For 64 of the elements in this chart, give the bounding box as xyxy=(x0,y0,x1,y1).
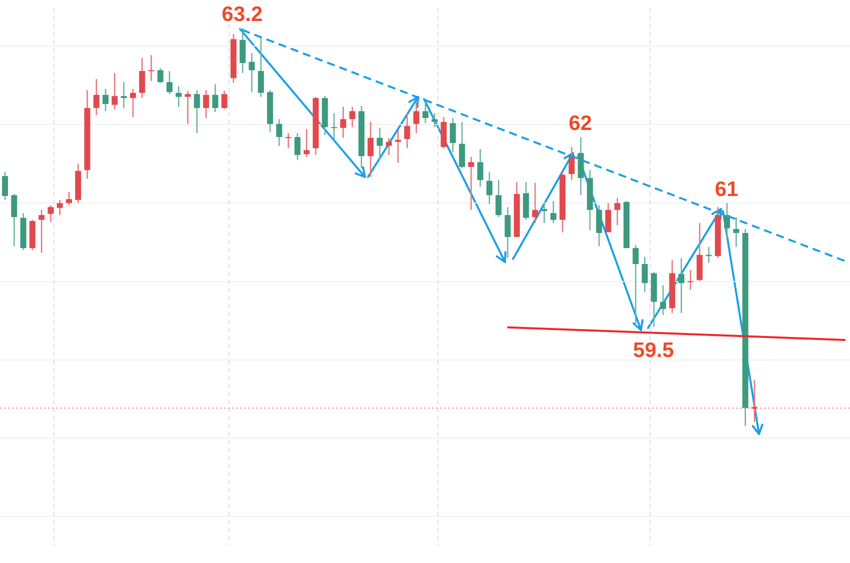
candlestick xyxy=(203,89,210,119)
candlestick xyxy=(38,209,45,254)
candlestick xyxy=(376,127,383,161)
candlestick xyxy=(450,117,456,153)
candlestick xyxy=(532,182,538,224)
candlestick xyxy=(395,129,402,164)
candlestick xyxy=(550,200,556,224)
candlestick xyxy=(194,89,200,134)
candlestick xyxy=(285,132,292,149)
candlestick xyxy=(248,52,255,93)
candlestick xyxy=(294,132,300,161)
candlestick xyxy=(258,37,264,98)
candlestick xyxy=(605,202,612,233)
candlestick xyxy=(120,81,127,109)
candlestick xyxy=(632,244,639,328)
candlestick xyxy=(642,256,648,293)
candlestick xyxy=(130,88,136,118)
candlestick xyxy=(568,146,575,181)
candlestick xyxy=(184,90,191,125)
candlestick xyxy=(93,78,100,116)
annotation: 62 xyxy=(568,112,592,136)
candlestick xyxy=(331,112,338,140)
candlestick xyxy=(477,148,484,188)
candlestick xyxy=(102,88,109,112)
candlestick xyxy=(404,112,410,149)
candlestick xyxy=(240,27,246,74)
annotation: 61 xyxy=(714,178,739,202)
candlestick xyxy=(504,206,511,259)
candlestick xyxy=(458,121,465,169)
candlestick xyxy=(48,204,54,222)
annotation: 59.5 xyxy=(633,338,674,362)
candlestick xyxy=(157,68,164,84)
candlestick xyxy=(112,72,118,110)
candlestick xyxy=(432,112,438,128)
candlestick xyxy=(2,171,8,201)
candlestick xyxy=(11,193,18,247)
candlestick xyxy=(166,70,173,95)
candlestick xyxy=(486,171,492,205)
candlestick xyxy=(349,106,356,128)
candlestick xyxy=(221,90,228,110)
candlestick xyxy=(660,284,666,316)
candlestick xyxy=(386,137,392,156)
candlestick xyxy=(56,199,63,216)
candlestick xyxy=(276,118,282,146)
candlestick xyxy=(678,257,684,314)
candlestick xyxy=(413,101,420,134)
annotation: 63.2 xyxy=(222,3,263,26)
candlestick xyxy=(340,106,346,138)
candlestick xyxy=(496,179,502,218)
candlestick xyxy=(212,83,218,113)
candlestick xyxy=(66,191,72,206)
candlestick xyxy=(596,204,602,247)
candlestick xyxy=(541,202,548,224)
candlestick xyxy=(733,216,740,248)
candlestick xyxy=(724,202,730,240)
candlestick xyxy=(139,57,146,99)
candlestick xyxy=(468,156,474,211)
candlestick xyxy=(368,121,374,178)
candlestick xyxy=(422,99,428,124)
candlestick xyxy=(304,128,310,158)
candlestick xyxy=(687,269,694,291)
candlestick xyxy=(148,54,154,82)
candlestick xyxy=(176,85,182,108)
candlestick xyxy=(614,197,620,226)
